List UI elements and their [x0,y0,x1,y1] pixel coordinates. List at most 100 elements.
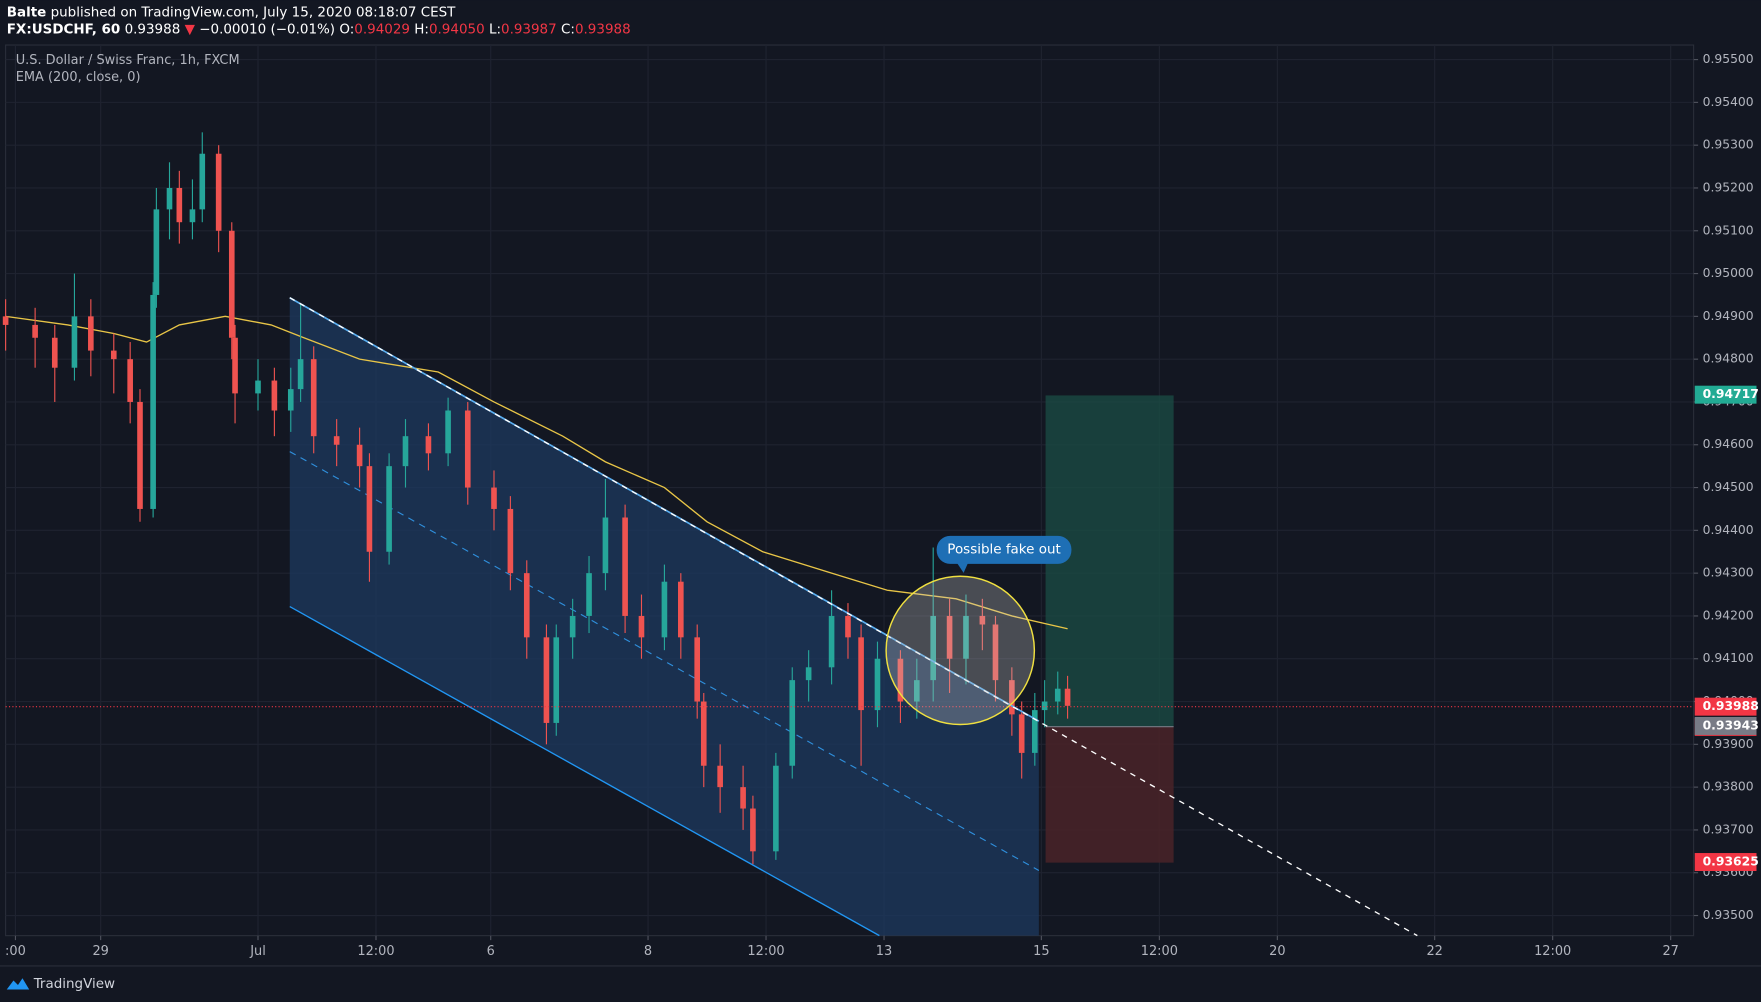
candle-body [445,410,451,454]
callout-box [936,535,1072,564]
candle-body [228,230,235,338]
candle-body [199,153,206,210]
x-tick-label: 12:00 [1534,944,1571,959]
candle-body [828,615,835,668]
header-line-2: FX:USDCHF, 60 0.93988 ▼ −0.00010 (−0.01%… [7,21,631,37]
y-tick-label: 0.93900 [1703,737,1754,751]
c-label: C: [561,21,575,37]
price-marker [1694,716,1757,735]
author: Balte [7,4,47,20]
o-label: O: [339,21,354,37]
candle-body [386,466,392,552]
y-tick-label: 0.94600 [1703,437,1754,451]
candle-body [638,615,645,638]
candle-body [287,389,294,411]
price-marker-label: 0.94717 [1703,387,1759,401]
y-tick-label: 0.94900 [1703,309,1754,323]
candle-body [523,573,530,638]
candle-body [858,637,864,711]
candle-body [127,359,133,402]
candle-body [622,517,628,616]
candle-body [2,316,9,325]
price-marker-label: 0.93943 [1703,718,1759,732]
candle-body [740,787,746,809]
y-tick-label: 0.94100 [1703,651,1754,665]
x-tick-label: 22 [1426,944,1442,959]
x-tick-label: 15 [1033,944,1049,959]
candle-body [1064,688,1071,706]
change: −0.00010 (−0.01%) [199,21,335,37]
y-tick-label: 0.94400 [1703,523,1754,537]
candle-body [602,517,609,574]
candle-body [166,187,173,210]
candle-body [930,615,937,681]
y-tick-label: 0.95000 [1703,266,1754,280]
indicator-legend: EMA (200, close, 0) [16,70,141,85]
trend-extension [289,297,1418,937]
logo [6,978,30,990]
candle-body [1018,714,1025,753]
y-tick-label: 0.94200 [1703,608,1754,622]
x-tick-label: 8 [644,944,652,959]
highlight-circle [885,575,1036,726]
x-tick-label: 12:00 [1141,944,1178,959]
candle-body [845,615,851,638]
candle-body [1009,680,1015,715]
l-value: 0.93987 [501,21,557,37]
candle-body [255,380,261,394]
x-tick-label: 12:00 [747,944,784,959]
candle-body [694,637,701,702]
channel-lower [289,605,880,937]
candle-body [789,680,796,766]
candle-body [750,808,756,852]
candle-body [773,765,779,852]
candle-body [946,615,953,659]
candle-body [992,624,999,681]
ema-line [5,315,1068,630]
candle-body [543,637,550,723]
candle-body [1054,688,1061,702]
candle-body [150,294,156,509]
candle-body [176,187,183,223]
symbol: FX:USDCHF, 60 [7,21,121,37]
last-price-label: 0.93988 [1703,699,1759,713]
candle-body [71,316,78,368]
candle-body [717,765,723,788]
x-tick-label: 27 [1662,944,1678,959]
candle-body [1041,701,1048,711]
y-tick-label: 0.93700 [1703,822,1754,836]
price: 0.93988 [125,21,181,37]
x-tick-label: 20 [1269,944,1285,959]
candle-body [507,508,514,574]
candle-body [979,615,986,625]
candle-body [153,209,160,295]
header-line-1: Balte published on TradingView.com, July… [7,4,456,20]
annotation: Possible fake out [947,541,1060,557]
candle-body [88,316,94,351]
y-tick-label: 0.94800 [1703,352,1754,366]
price-marker [1694,853,1757,872]
plot-frame [5,44,1695,937]
arrow: ▼ [185,21,196,37]
candle-body [425,436,432,454]
published: published on TradingView.com, July 15, 2… [51,4,457,20]
o-value: 0.94029 [354,21,410,37]
candle-body [215,153,222,231]
candle-body [366,466,373,552]
candle-body [51,337,58,368]
y-tick-label: 0.95200 [1703,180,1754,194]
x-tick-label: :00 [5,944,26,959]
c-value: 0.93988 [575,21,631,37]
candle-body [874,658,881,711]
candle-body [661,581,668,638]
candle-body [189,209,196,223]
y-tick-label: 0.95400 [1703,95,1754,109]
candle-body [32,324,38,338]
candle-body [232,337,238,394]
marks [2,132,1694,865]
x-tick-label: 6 [487,944,495,959]
candle-body [897,658,904,702]
candle-body [310,359,317,437]
